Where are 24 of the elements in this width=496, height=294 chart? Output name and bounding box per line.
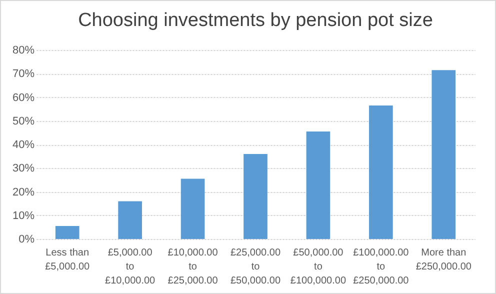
y-tick-label: 70% — [12, 68, 35, 80]
x-tick-label: £50,000.00 to £100,000.00 — [290, 248, 346, 286]
x-tick-label: £5,000.00 to £10,000.00 — [105, 248, 156, 286]
y-tick-label: 10% — [12, 210, 35, 222]
bar — [432, 70, 456, 239]
y-tick-label: 50% — [12, 115, 35, 128]
x-tick-label: £25,000.00 to £50,000.00 — [230, 248, 281, 286]
x-tick-label: £10,000.00 to £25,000.00 — [168, 248, 218, 286]
y-tick-label: 60% — [12, 92, 35, 104]
x-tick-label: Less than £5,000.00 — [45, 248, 90, 272]
chart-title: Choosing investments by pension pot size — [78, 10, 433, 31]
y-tick-label: 80% — [12, 44, 35, 56]
bar — [306, 132, 330, 239]
y-tick-label: 0% — [18, 234, 35, 246]
y-tick-label: 20% — [12, 186, 35, 198]
bar — [55, 226, 80, 239]
bar — [244, 154, 268, 239]
x-tick-label: More than £250,000.00 — [416, 248, 472, 272]
bar — [180, 178, 205, 239]
y-tick-label: 30% — [12, 162, 35, 175]
x-tick-label: £100,000.00 to £250,000.00 — [353, 248, 410, 286]
bar — [118, 201, 142, 239]
bar — [369, 106, 393, 239]
y-tick-label: 40% — [12, 139, 35, 151]
